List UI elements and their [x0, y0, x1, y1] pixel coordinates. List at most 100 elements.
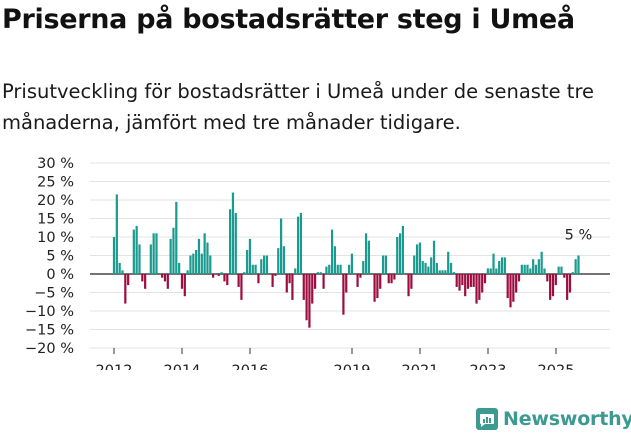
- bar-positive: [246, 249, 249, 274]
- bar-positive: [452, 272, 455, 274]
- bar-negative: [274, 274, 277, 276]
- bar-negative: [373, 274, 376, 302]
- bar-positive: [529, 268, 532, 274]
- bar-positive: [441, 270, 444, 274]
- bar-positive: [234, 212, 237, 274]
- bar-positive: [243, 272, 246, 274]
- bar-negative: [515, 274, 518, 293]
- bar-positive: [534, 264, 538, 274]
- bar-positive: [523, 264, 526, 274]
- bar-negative: [302, 274, 305, 300]
- bar-negative: [509, 274, 512, 308]
- bar-positive: [132, 229, 135, 274]
- bar-negative: [305, 274, 308, 321]
- bar-positive: [169, 238, 172, 274]
- bar-positive: [112, 237, 116, 274]
- y-tick-label: 25 %: [37, 175, 74, 191]
- bar-negative: [469, 274, 472, 287]
- x-tick-label: 2021: [402, 363, 439, 370]
- bar-negative: [464, 274, 467, 297]
- bar-negative: [183, 274, 186, 297]
- bar-positive: [254, 264, 257, 274]
- bar-positive: [152, 233, 155, 274]
- bar-positive: [430, 257, 433, 274]
- bar-positive: [325, 266, 328, 274]
- x-tick-label: 2012: [96, 363, 133, 370]
- bar-negative: [472, 274, 475, 287]
- y-tick-label: 10 %: [37, 230, 74, 246]
- bar-positive: [135, 225, 138, 274]
- bar-negative: [551, 274, 555, 297]
- bar-positive: [432, 240, 436, 274]
- bar-positive: [401, 225, 404, 274]
- bar-negative: [257, 274, 260, 284]
- bar-positive: [574, 259, 577, 274]
- bar-positive: [421, 261, 424, 274]
- bar-negative: [144, 274, 147, 289]
- newsworthy-logo-icon: [476, 408, 498, 430]
- bars: [112, 192, 580, 328]
- bar-negative: [124, 274, 127, 304]
- bar-positive: [280, 218, 283, 274]
- bar-positive: [398, 233, 402, 274]
- bar-negative: [212, 274, 215, 278]
- bar-positive: [336, 264, 339, 274]
- bar-negative: [481, 274, 484, 293]
- bar-positive: [265, 255, 269, 274]
- bar-positive: [543, 268, 546, 274]
- bar-negative: [483, 274, 487, 284]
- bar-positive: [260, 259, 263, 274]
- bar-negative: [506, 274, 509, 299]
- bar-positive: [118, 262, 121, 274]
- bar-positive: [424, 262, 427, 274]
- bar-negative: [410, 274, 413, 289]
- bar-positive: [384, 255, 387, 274]
- bar-positive: [229, 209, 232, 274]
- bar-negative: [455, 274, 458, 287]
- bar-positive: [500, 257, 504, 274]
- bar-negative: [546, 274, 549, 282]
- bar-negative: [563, 274, 566, 278]
- bar-positive: [489, 268, 492, 274]
- bar-negative: [223, 274, 226, 282]
- bar-positive: [427, 266, 430, 274]
- bar-negative: [217, 274, 220, 276]
- bar-positive: [186, 270, 189, 274]
- bar-positive: [557, 266, 560, 274]
- bar-positive: [486, 268, 489, 274]
- chart-subtitle: Prisutveckling för bostadsrätter i Umeå …: [2, 80, 595, 134]
- bar-positive: [172, 227, 175, 274]
- bar-positive: [381, 255, 385, 274]
- y-tick-label: 30 %: [37, 156, 74, 172]
- bar-negative: [313, 274, 317, 289]
- x-tick-label: 2023: [470, 363, 507, 370]
- bar-positive: [330, 229, 334, 274]
- bar-negative: [240, 274, 243, 300]
- bar-negative: [387, 274, 390, 284]
- bar-positive: [520, 264, 523, 274]
- bar-positive: [296, 216, 300, 274]
- bar-positive: [206, 242, 209, 274]
- bar-positive: [294, 268, 297, 274]
- bar-positive: [438, 270, 441, 274]
- bar-positive: [435, 262, 438, 274]
- bar-positive: [138, 244, 141, 274]
- bar-negative: [226, 274, 229, 286]
- bar-negative: [554, 274, 557, 286]
- bar-positive: [444, 270, 447, 274]
- bar-negative: [393, 274, 396, 280]
- bar-negative: [288, 274, 291, 284]
- bar-positive: [560, 266, 563, 274]
- bar-positive: [189, 255, 192, 274]
- bar-negative: [478, 274, 481, 300]
- bar-positive: [248, 238, 252, 274]
- bar-negative: [376, 274, 379, 299]
- bar-negative: [356, 274, 359, 287]
- chart-title: Priserna på bostadsrätter steg i Umeå: [2, 4, 575, 35]
- bar-negative: [308, 274, 311, 328]
- newsworthy-logo-text: Newsworthy: [503, 408, 631, 430]
- bar-positive: [263, 255, 266, 274]
- bar-positive: [415, 244, 419, 274]
- bar-positive: [197, 238, 201, 274]
- bar-negative: [512, 274, 515, 302]
